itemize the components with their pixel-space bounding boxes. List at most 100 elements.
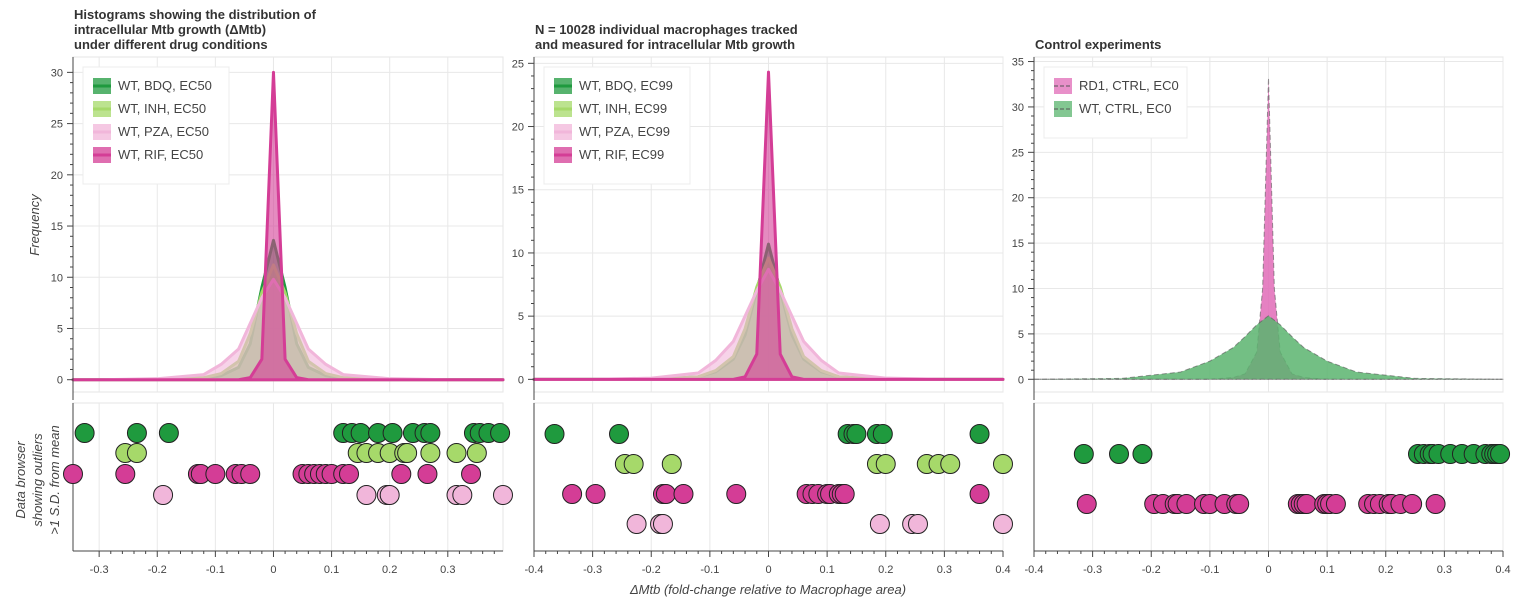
outlier-point-rif [1425,494,1446,514]
x-tick-label: 0 [1265,564,1271,576]
x-tick-label: -0.1 [206,564,225,576]
outlier-point-pza [626,514,647,534]
y-tick-label: 5 [518,311,524,323]
outlier-point-rif [585,484,606,504]
legend-label: WT, RIF, EC99 [579,147,664,162]
legend-label: WT, RIF, EC50 [118,147,203,162]
legend-label: WT, BDQ, EC50 [118,78,212,93]
y-tick-label: 5 [1018,329,1024,341]
x-tick-label: -0.1 [700,564,719,576]
y-tick-label: 10 [51,272,63,284]
x-tick-label: 0 [270,564,276,576]
y-tick-label: 15 [512,185,524,197]
panels: Histograms showing the distribution ofin… [51,7,1511,576]
legend-label: WT, PZA, EC50 [118,124,209,139]
outlier-point-pza [907,514,928,534]
ylabel-bottom-line-1: Data browser [13,441,28,519]
outlier-point-rif [1325,494,1346,514]
x-tick-label: 0.1 [324,564,339,576]
y-tick-label: 0 [518,374,524,386]
y-tick-label: 15 [51,221,63,233]
y-axis: 0 5 10 15 20 25 [512,57,535,392]
ylabel-bottom-line-3: >1 S.D. from mean [47,425,62,534]
outlier-point-rif [969,484,990,504]
legend-label: WT, INH, EC99 [579,101,667,116]
outlier-points [1073,444,1511,514]
x-axis: -0.3 -0.2 -0.1 0 0.1 0.2 0.3 [72,392,503,576]
outlier-point-rif [339,464,360,484]
x-tick-label: -0.2 [148,564,167,576]
outlier-point-rif [205,464,226,484]
outlier-point-pza [356,485,377,505]
outlier-point-bdq [74,423,95,443]
histogram-series [71,70,505,382]
outlier-point-rif [1076,494,1097,514]
outlier-point-inh [875,454,896,474]
outlier-point-rif [1229,494,1250,514]
x-tick-label: 0.3 [937,564,952,576]
panel-1-title-line-1: Histograms showing the distribution of [74,7,317,22]
outlier-point-bdq [126,423,147,443]
outlier-point-bdq [1132,444,1153,464]
x-tick-label: 0.1 [1319,564,1334,576]
outlier-point-bdq [490,423,511,443]
y-axis-label-frequency: Frequency [27,193,42,256]
x-tick-label: -0.3 [583,564,602,576]
y-tick-label: 5 [57,323,63,335]
y-tick-label: 20 [512,122,524,134]
panel-1-title-line-3: under different drug conditions [74,37,268,52]
x-tick-label: 0.4 [1495,564,1510,576]
y-tick-label: 35 [1012,57,1024,69]
outlier-point-inh [661,454,682,474]
outlier-point-bdq [969,424,990,444]
y-axis: 0 5 10 15 20 25 30 35 [1012,57,1035,392]
panel-1: Histograms showing the distribution ofin… [51,7,513,576]
outlier-point-rif [63,464,83,484]
outlier-point-inh [446,443,467,463]
outlier-point-pza [993,514,1013,534]
outlier-point-pza [452,485,473,505]
y-tick-label: 0 [57,375,63,387]
legend-label: WT, INH, EC50 [118,101,206,116]
outlier-point-rif [834,484,855,504]
x-tick-label: 0.2 [878,564,893,576]
outlier-point-inh [420,443,441,463]
outlier-point-rif [240,464,261,484]
y-tick-label: 25 [1012,147,1024,159]
ylabel-bottom-line-2: showing outliers [30,433,45,527]
outlier-point-bdq [382,423,403,443]
outlier-point-pza [379,485,400,505]
outlier-point-bdq [420,423,441,443]
y-tick-label: 10 [512,248,524,260]
legend-label: WT, BDQ, EC99 [579,78,673,93]
y-axis-label-data-browser: Data browser showing outliers >1 S.D. fr… [13,425,62,534]
outlier-point-inh [126,443,147,463]
legend: RD1, CTRL, EC0 WT, CTRL, EC0 [1043,66,1188,139]
x-axis: -0.4 -0.3 -0.2 -0.1 0 0.1 0.2 0.3 0.4 [525,392,1011,576]
x-tick-label: 0.3 [1437,564,1452,576]
outlier-point-bdq [1073,444,1094,464]
outlier-point-inh [623,454,644,474]
outlier-point-inh [993,454,1013,474]
panel-2: N = 10028 individual macrophages tracked… [512,22,1013,576]
outlier-point-pza [869,514,890,534]
outlier-point-inh [466,443,487,463]
outlier-point-rif [417,464,438,484]
outlier-point-rif [726,484,747,504]
panel-3-title-line-1: Control experiments [1035,37,1161,52]
y-axis: 0 5 10 15 20 25 30 [51,57,74,392]
outlier-point-bdq [1109,444,1130,464]
y-tick-label: 20 [51,170,63,182]
x-axis-label: ΔMtb (fold-change relative to Macrophage… [629,582,906,597]
x-tick-label: 0.2 [382,564,397,576]
outlier-point-rif [1402,494,1423,514]
outlier-point-pza [153,485,174,505]
outlier-point-rif [461,464,482,484]
outlier-point-bdq [872,424,893,444]
series-area-rif [71,70,505,382]
panel-2-title-line-1: N = 10028 individual macrophages tracked [535,22,798,37]
histogram-series [532,70,1005,381]
outlier-point-rif [673,484,694,504]
y-tick-label: 30 [51,67,63,79]
